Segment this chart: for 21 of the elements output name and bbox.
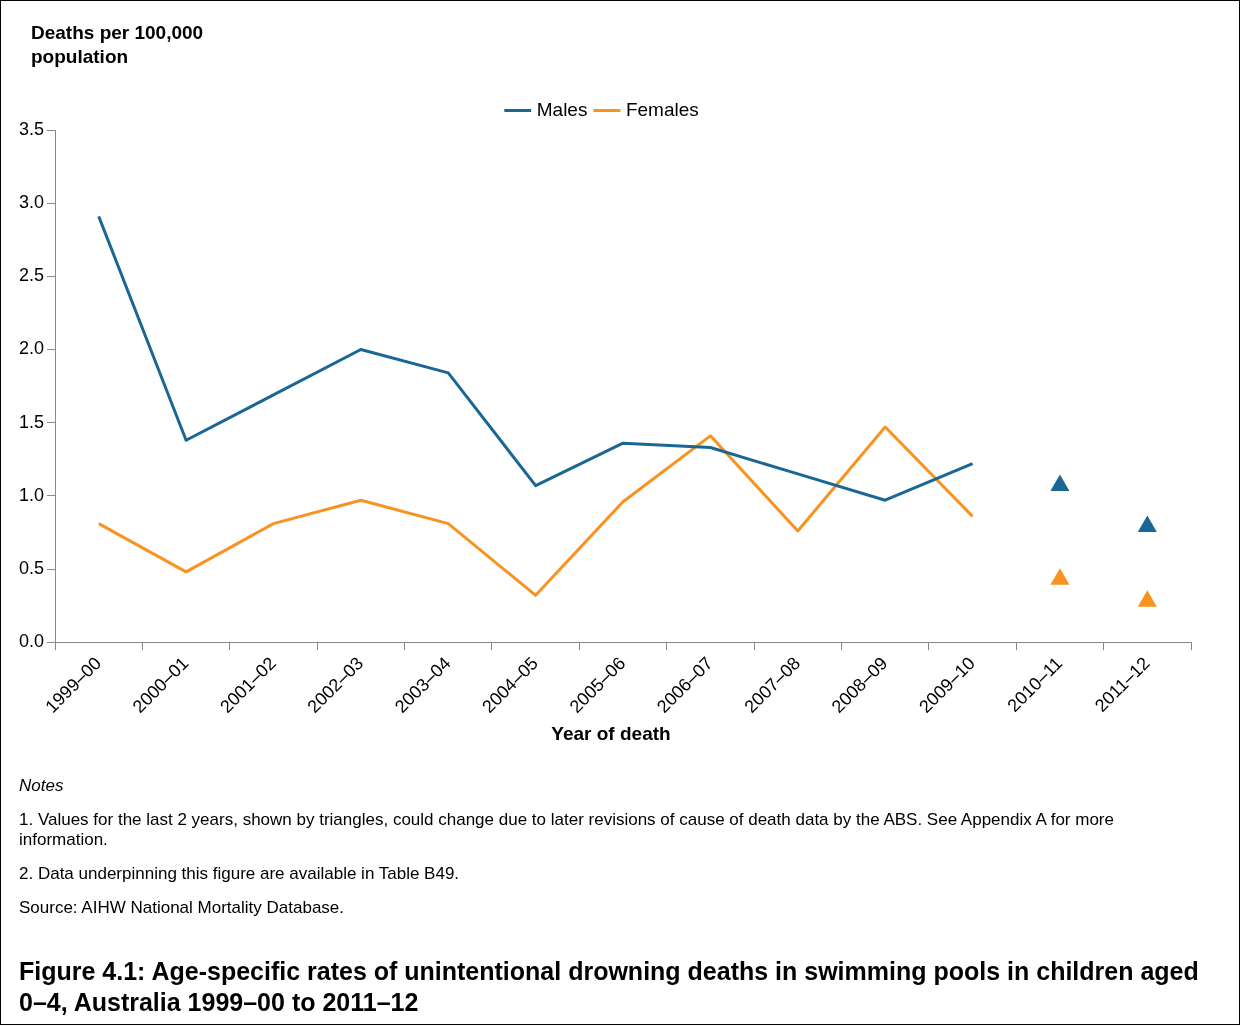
y-axis-title: Deaths per 100,000 population: [31, 21, 205, 69]
point: [1137, 590, 1157, 607]
y-tick-label: 0.5: [18, 557, 45, 578]
legend-label: Females: [625, 98, 699, 120]
text: Figure 4.1: Age-specific rates of unintentional drowning deaths in swimming pools in children aged 0–4, Australia 1999–00 to 2011–12: [19, 956, 1200, 1018]
y-tick-label: 1.0: [18, 484, 45, 505]
y-tick-label: 3.5: [18, 118, 45, 139]
point: [1050, 474, 1070, 492]
x-axis-title: Year of death: [550, 723, 672, 745]
text: Notes: [19, 776, 65, 796]
point: [1137, 515, 1157, 533]
y-tick-label: 2.5: [18, 265, 45, 286]
text: 1. Values for the last 2 years, shown by triangles, could change due to later revisions of cause of death data by the ABS. See Appendix A for more information.: [19, 810, 1115, 850]
y-tick-label: 2.0: [18, 338, 45, 359]
source-note: Source: AIHW National Mortality Database.: [19, 898, 346, 918]
text: 2. Data underpinning this figure are available in Table B49.: [19, 864, 461, 884]
legend-label: Males: [536, 98, 588, 120]
y-tick-label: 1.5: [18, 411, 45, 432]
point: [1050, 568, 1070, 585]
y-tick-label: 0.0: [18, 631, 45, 652]
y-tick-label: 3.0: [18, 192, 45, 213]
